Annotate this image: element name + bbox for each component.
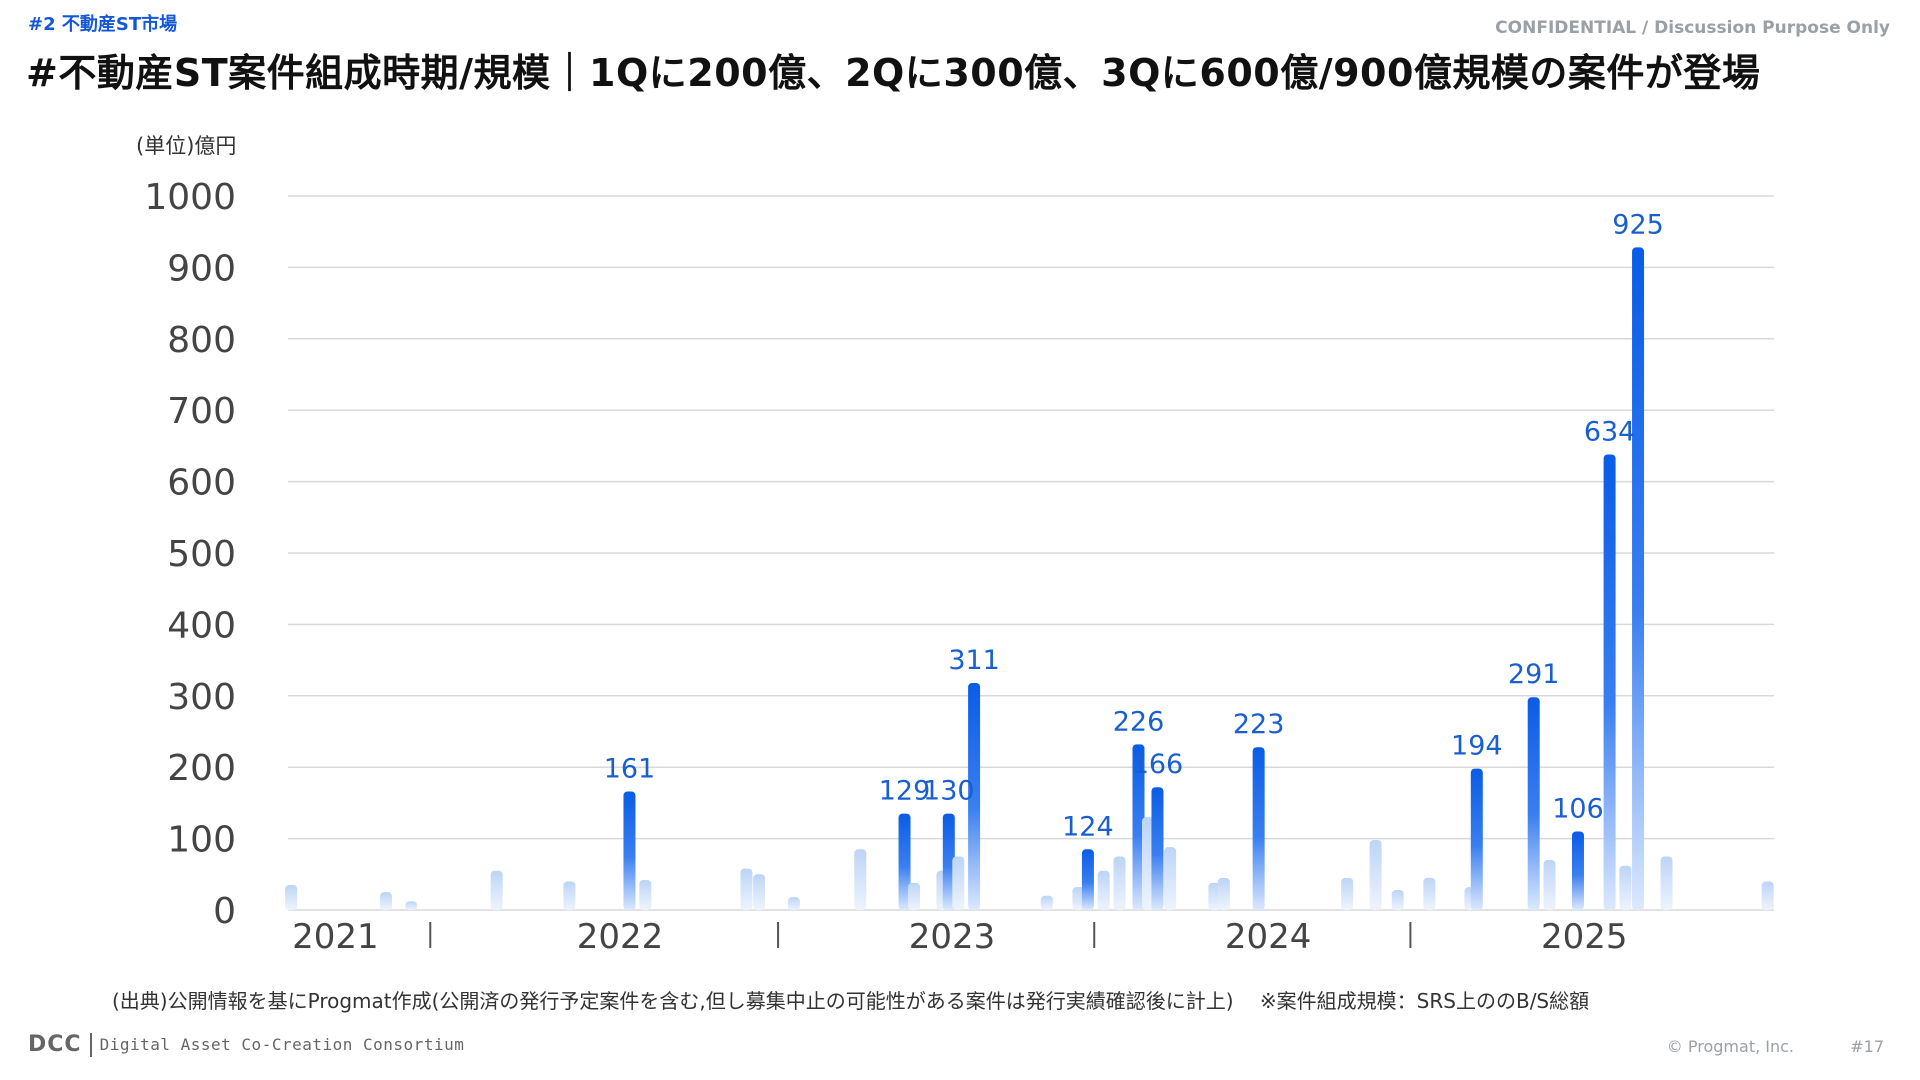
- confidential-label: CONFIDENTIAL / Discussion Purpose Only: [1495, 18, 1890, 38]
- bar-layer: [285, 247, 1774, 910]
- bar-labeled: [623, 791, 636, 910]
- bar-labeled: [942, 813, 955, 910]
- bar-value-label: 925: [1612, 209, 1664, 240]
- bar-value-label: 124: [1062, 811, 1114, 842]
- page-number: #17: [1850, 1037, 1884, 1056]
- bar-value-label: 129: [879, 776, 931, 807]
- bar-value-label: 291: [1508, 659, 1560, 690]
- bar: [1217, 877, 1230, 910]
- footer-logo: DCC Digital Asset Co-Creation Consortium: [28, 1032, 464, 1057]
- bar-labeled: [1632, 247, 1645, 910]
- bar: [1543, 860, 1556, 910]
- bar: [1369, 840, 1382, 910]
- bar: [405, 901, 418, 910]
- bar-labeled: [1252, 747, 1265, 910]
- bar-value-label: 634: [1584, 416, 1636, 447]
- bar: [1113, 856, 1126, 910]
- bar-value-label: 106: [1552, 793, 1604, 824]
- bar-labeled: [1470, 768, 1483, 910]
- x-year-label: 2024: [1225, 917, 1312, 957]
- bar-value-label: 166: [1132, 749, 1184, 780]
- bar: [1141, 817, 1154, 910]
- x-year-label: 2023: [909, 917, 996, 957]
- bar: [1619, 865, 1632, 910]
- bar-labeled: [1081, 849, 1094, 910]
- bar: [787, 897, 800, 910]
- bar-labeled: [1571, 831, 1584, 910]
- bar-value-label: 226: [1113, 706, 1165, 737]
- x-axis-years: 2021 2022 2023 2024 2025: [292, 917, 1627, 957]
- bar: [490, 870, 503, 910]
- grid-layer: [288, 195, 1774, 911]
- consortium-name: Digital Asset Co-Creation Consortium: [99, 1035, 465, 1054]
- y-tick-label: 500: [167, 534, 236, 575]
- bar: [1341, 877, 1354, 910]
- y-axis-ticks: 0 100 200 300 400 500 600 700 800 900 1000: [144, 177, 236, 932]
- y-tick-label: 1000: [144, 177, 236, 218]
- x-year-label: 2021: [292, 917, 379, 957]
- bar: [1391, 890, 1404, 910]
- bar-value-label: 223: [1233, 709, 1285, 740]
- y-tick-label: 400: [167, 605, 236, 646]
- bar: [908, 882, 921, 910]
- bar-value-label: 311: [948, 645, 1000, 676]
- y-tick-label: 600: [167, 463, 236, 504]
- logo-divider: [89, 1032, 92, 1057]
- y-tick-label: 0: [213, 891, 236, 932]
- bar: [639, 880, 652, 910]
- bar: [285, 885, 298, 910]
- bar: [854, 849, 867, 910]
- copyright: © Progmat, Inc.: [1666, 1037, 1794, 1056]
- y-tick-label: 200: [167, 748, 236, 789]
- bar-labeled: [1151, 787, 1164, 910]
- bar: [1097, 870, 1110, 910]
- bar: [1660, 856, 1673, 910]
- bar-labeled: [1527, 697, 1540, 910]
- section-tag: #2 不動産ST市場: [28, 14, 178, 35]
- y-tick-label: 100: [167, 820, 236, 861]
- bar: [952, 856, 965, 910]
- x-year-label: 2025: [1541, 917, 1628, 957]
- bar: [380, 892, 393, 910]
- bar: [1423, 877, 1436, 910]
- bar-value-label: 194: [1451, 731, 1503, 762]
- chart-unit-label: (単位)億円: [136, 134, 237, 158]
- dcc-logo-text: DCC: [28, 1032, 82, 1057]
- bar: [740, 868, 753, 910]
- bar-labeled: [968, 682, 981, 910]
- y-tick-label: 900: [167, 248, 236, 289]
- bar: [1040, 895, 1053, 910]
- y-tick-label: 300: [167, 677, 236, 718]
- bar: [753, 874, 766, 910]
- bar: [1072, 887, 1085, 910]
- x-year-label: 2022: [577, 917, 664, 957]
- source-note: (出典)公開情報を基にProgmat作成(公開済の発行予定案件を含む,但し募集中…: [112, 989, 1590, 1013]
- bar: [1761, 881, 1774, 910]
- bar-value-label: 161: [604, 753, 656, 784]
- bar-labeled: [1132, 744, 1145, 910]
- bar-value-label: 130: [923, 776, 975, 807]
- bar: [1208, 882, 1221, 910]
- bar-labeled: [1603, 454, 1616, 910]
- y-tick-label: 700: [167, 391, 236, 432]
- bar: [563, 881, 576, 910]
- y-tick-label: 800: [167, 320, 236, 361]
- bar-labeled: [898, 813, 911, 910]
- page-title: #不動産ST案件組成時期/規模｜1Qに200億、2Qに300億、3Qに600億/…: [26, 51, 1761, 95]
- bar: [1164, 847, 1177, 910]
